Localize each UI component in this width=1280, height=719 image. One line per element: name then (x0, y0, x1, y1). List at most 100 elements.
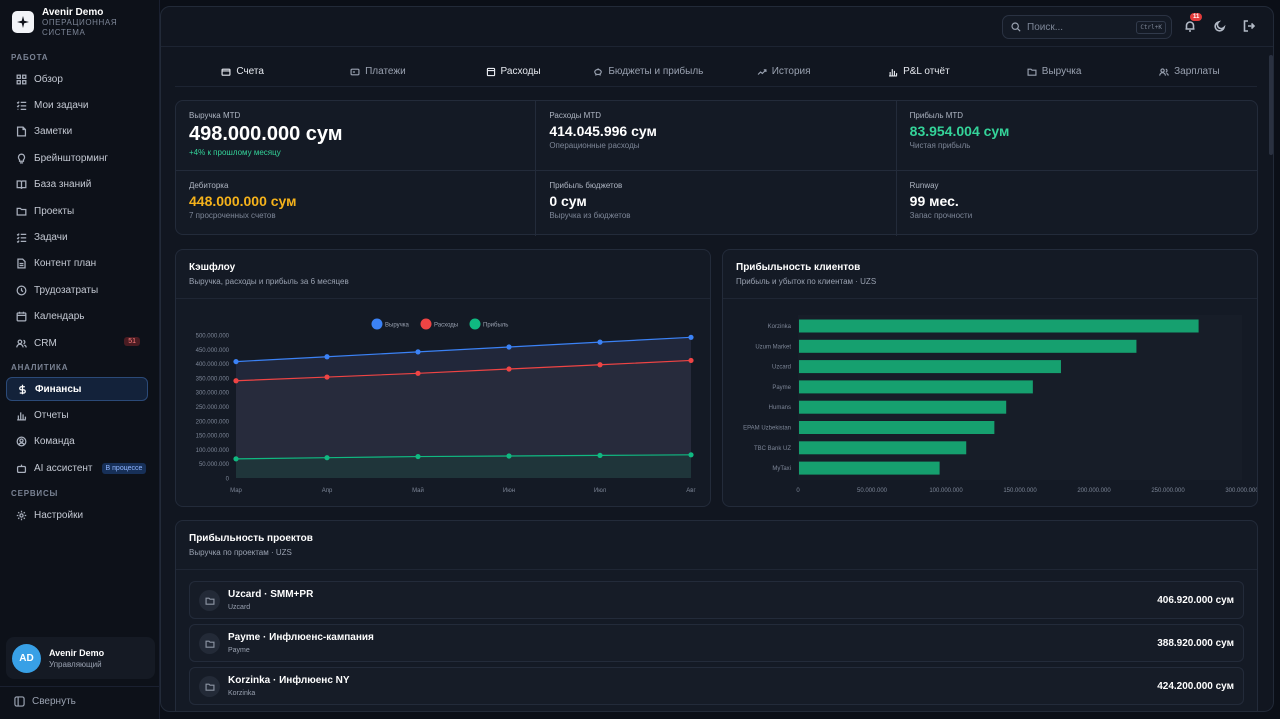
sidebar-item-lightbulb[interactable]: Брейншторминг (6, 146, 148, 170)
category-label: EPAM Uzbekistan (743, 426, 791, 432)
sidebar-item-label: Настройки (34, 509, 84, 521)
bar[interactable] (799, 400, 1007, 414)
sidebar-item-user-circle[interactable]: Команда (6, 430, 148, 454)
data-point[interactable] (415, 453, 421, 460)
data-point[interactable] (597, 362, 603, 368)
tasks-icon (16, 233, 27, 243)
collapse-label: Свернуть (32, 696, 76, 707)
data-point[interactable] (324, 354, 330, 360)
sidebar-item-list-check[interactable]: Мои задачи (6, 93, 148, 117)
y-tick-label: 0 (226, 477, 230, 483)
sidebar-item-document[interactable]: Контент план (6, 252, 148, 276)
sidebar-item-grid[interactable]: Обзор (6, 67, 148, 91)
user-card[interactable]: AD Avenir Demo Управляющий (6, 637, 155, 679)
sidebar-item-calendar[interactable]: Календарь (6, 305, 148, 329)
kpi-subtext: 7 просроченных счетов (189, 211, 276, 220)
collapse-sidebar-button[interactable]: Свернуть (14, 696, 76, 707)
sidebar-item-robot[interactable]: AI ассистент В процессе (6, 456, 148, 480)
data-point[interactable] (688, 452, 694, 458)
bar[interactable] (799, 380, 1033, 394)
legend-item[interactable]: Выручка (371, 318, 410, 330)
sidebar-item-clock[interactable]: Трудозатраты (6, 278, 148, 302)
tab-piggy[interactable]: Бюджеты и прибыль (581, 57, 716, 86)
main-panel: Поиск... Ctrl+K 11 Счета Платежи Расходы Бю… (160, 6, 1274, 712)
sidebar-item-label: Брейншторминг (34, 152, 109, 164)
data-point[interactable] (506, 344, 512, 350)
x-tick-label: Май (412, 487, 424, 494)
data-point[interactable] (233, 358, 239, 365)
tab-card[interactable]: Платежи (310, 57, 445, 86)
tab-folder[interactable]: Выручка (987, 57, 1122, 86)
sidebar-item-bar-chart[interactable]: Отчеты (6, 403, 148, 427)
data-point[interactable] (324, 455, 330, 461)
card-divider (176, 569, 1257, 570)
notifications-button[interactable]: 11 (1183, 13, 1203, 33)
sidebar-item-folder[interactable]: Проекты (6, 199, 148, 223)
data-point[interactable] (324, 374, 330, 380)
sidebar-item-dollar[interactable]: Финансы (6, 377, 148, 401)
bell-icon (1185, 21, 1195, 32)
sidebar-section-title: СЕРВИСЫ (11, 489, 59, 498)
lightbulb-icon (17, 153, 26, 164)
theme-toggle-button[interactable] (1213, 19, 1227, 33)
sidebar-item-book[interactable]: База знаний (6, 173, 148, 197)
data-point[interactable] (597, 339, 603, 345)
sidebar-item-note[interactable]: Заметки (6, 120, 148, 144)
data-point[interactable] (688, 334, 694, 340)
y-tick-label: 300.000.000 (196, 391, 230, 397)
brand[interactable]: Avenir Demo ОПЕРАЦИОННАЯ СИСТЕМА (12, 7, 117, 38)
data-point[interactable] (506, 366, 512, 372)
data-point[interactable] (415, 349, 421, 355)
y-tick-label: 450.000.000 (196, 348, 230, 354)
data-point[interactable] (415, 370, 421, 376)
data-point[interactable] (233, 456, 239, 462)
sidebar-item-label: Задачи (34, 231, 68, 243)
data-point[interactable] (506, 453, 512, 459)
search-placeholder: Поиск... (1027, 21, 1064, 33)
tab-label: Зарплаты (1174, 66, 1220, 77)
kpi-tile: Runway 99 мес. Запас прочности (897, 171, 1257, 236)
category-label: Korzinka (768, 324, 792, 330)
scrollbar[interactable] (1269, 55, 1273, 155)
brand-logo-icon (12, 11, 34, 33)
sidebar-item-gear[interactable]: Настройки (6, 503, 148, 527)
bar[interactable] (799, 319, 1199, 333)
series-area-2 (236, 360, 691, 478)
kpi-value: 448.000.000 сум (189, 193, 297, 209)
table-row[interactable]: Korzinka · Инфлюенс NY Korzinka 424.200.00… (189, 667, 1244, 705)
tab-bar-chart[interactable]: P&L отчёт (851, 57, 986, 86)
logout-button[interactable] (1242, 19, 1256, 33)
table-row[interactable]: Payme · Инфлюенс-кампания Payme 388.920.00… (189, 624, 1244, 662)
tab-trend[interactable]: История (716, 57, 851, 86)
bar[interactable] (799, 339, 1137, 353)
bar[interactable] (799, 461, 940, 475)
crm-count-badge: 51 (124, 337, 140, 346)
data-point[interactable] (233, 378, 239, 384)
sidebar-item-users[interactable]: CRM 51 (6, 331, 148, 355)
brand-subtitle-1: ОПЕРАЦИОННАЯ (42, 18, 118, 27)
tab-receipt[interactable]: Расходы (446, 57, 581, 86)
x-tick-label: 300.000.000 (1225, 488, 1258, 494)
bar[interactable] (799, 360, 1061, 374)
sidebar-item-label: Заметки (34, 126, 73, 138)
cashflow-title: Кэшфлоу (189, 262, 236, 273)
sidebar-item-tasks[interactable]: Задачи (6, 225, 148, 249)
y-tick-label: 500.000.000 (196, 334, 230, 340)
clients-chart: Korzinka Uzum Market Uzcard Payme Humans EPAM… (743, 315, 1258, 494)
bar[interactable] (799, 421, 995, 434)
logout-icon (1243, 20, 1256, 32)
kpi-label: Runway (909, 181, 939, 190)
tab-wallet[interactable]: Счета (175, 57, 310, 86)
bar[interactable] (799, 441, 967, 455)
data-point[interactable] (688, 357, 694, 364)
wallet-icon (221, 68, 231, 76)
search-input[interactable]: Поиск... Ctrl+K (1002, 15, 1172, 39)
data-point[interactable] (597, 452, 603, 459)
table-row[interactable]: Uzcard · SMM+PR Uzcard 406.920.000 сум (189, 581, 1244, 619)
legend-item[interactable]: Расходы (420, 318, 459, 330)
legend-item[interactable]: Прибыль (469, 318, 509, 330)
kpi-subtext: Запас прочности (909, 211, 973, 220)
tab-users[interactable]: Зарплаты (1122, 57, 1257, 86)
brand-subtitle-2: СИСТЕМА (42, 28, 86, 37)
